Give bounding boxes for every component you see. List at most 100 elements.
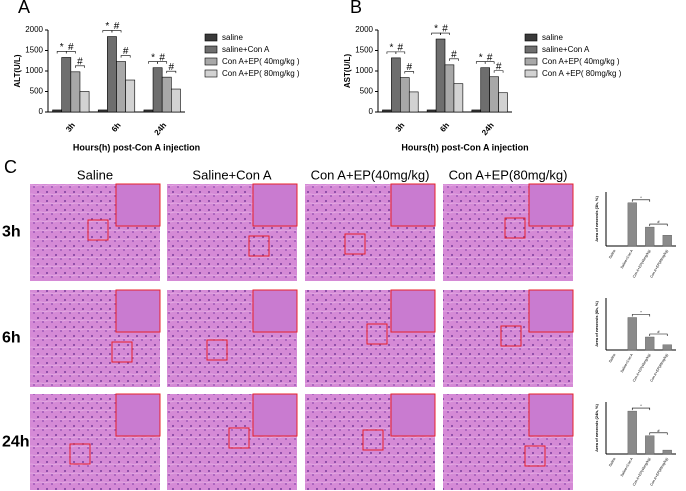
- significance-bracket: [649, 432, 668, 435]
- x-tick-label: Con A+EP(80mg/kg): [649, 249, 668, 279]
- y-tick-label: 1500: [355, 46, 373, 55]
- histology-inset: [390, 289, 436, 333]
- region-marker: [111, 341, 133, 363]
- x-tick-label: Con A+EP(40mg/kg): [632, 353, 651, 383]
- significance-bracket: [484, 61, 495, 64]
- legend-swatch: [204, 45, 218, 54]
- significance-bracket: [166, 70, 177, 74]
- significance-bracket: [157, 61, 168, 64]
- x-tick-label: Con A+EP(40mg/kg): [632, 249, 651, 279]
- x-tick-label: Saline+Con A: [620, 248, 634, 269]
- x-tick-label: Saline+Con A: [620, 352, 634, 373]
- column-header: Saline: [77, 167, 113, 182]
- bar: [152, 67, 163, 113]
- significance-mark: *: [640, 310, 642, 315]
- histology-inset: [115, 183, 161, 227]
- x-tick-label: 3h: [64, 121, 77, 134]
- histology-inset: [252, 289, 298, 333]
- y-tick-label: 1000: [25, 66, 43, 75]
- bar: [627, 410, 637, 455]
- legend-swatch: [204, 69, 218, 78]
- bar: [70, 71, 81, 113]
- significance-bracket: [493, 70, 504, 73]
- bar: [453, 83, 464, 113]
- row-label: 6h: [2, 330, 21, 347]
- region-marker: [500, 325, 522, 347]
- significance-mark: #: [169, 62, 175, 73]
- significance-mark: #: [487, 52, 493, 63]
- significance-mark: #: [451, 49, 457, 60]
- x-tick-label: Saline: [608, 353, 616, 363]
- bar: [125, 79, 136, 113]
- x-axis-label: Hours(h) post-Con A injection: [401, 142, 528, 152]
- x-tick-label: Saline+Con A: [620, 456, 634, 477]
- y-tick-label: 2000: [25, 25, 43, 34]
- bar: [400, 77, 410, 113]
- legend-label: saline+Con A: [542, 45, 590, 54]
- significance-mark: #: [159, 52, 165, 63]
- significance-mark: #: [442, 24, 448, 35]
- bar: [107, 36, 117, 113]
- legend-swatch: [524, 69, 538, 78]
- region-marker: [248, 235, 270, 257]
- x-tick-label: Con A+EP(80mg/kg): [649, 353, 668, 383]
- y-axis-label: Area of necrosis (3h, %): [594, 196, 599, 242]
- x-tick-label: Con A+EP(80mg/kg): [649, 457, 668, 487]
- bar: [97, 109, 108, 113]
- significance-bracket: [75, 65, 85, 68]
- legend-label: Con A+EP( 40mg/kg ): [222, 57, 300, 66]
- bar: [143, 109, 154, 113]
- region-marker: [206, 339, 228, 361]
- histology-inset: [252, 393, 298, 437]
- y-axis-label: Area of necrosis (6h, %): [594, 301, 599, 347]
- legend-label: Con A +EP( 80mg/kg ): [542, 69, 622, 78]
- region-marker: [87, 219, 109, 241]
- x-tick-label: Saline: [608, 457, 616, 467]
- y-tick-label: 1500: [25, 46, 43, 55]
- region-marker: [362, 429, 384, 451]
- significance-mark: #: [657, 219, 660, 224]
- bar: [52, 109, 62, 113]
- histology-inset: [528, 289, 574, 333]
- bar: [489, 76, 499, 113]
- x-tick-label: 6h: [110, 121, 123, 134]
- x-axis-label: Hours(h) post-Con A injection: [73, 142, 200, 152]
- bar: [662, 344, 672, 351]
- significance-bracket: [120, 55, 131, 58]
- bar: [382, 109, 392, 113]
- bar: [426, 109, 437, 113]
- significance-mark: *: [640, 403, 642, 408]
- significance-mark: #: [123, 46, 129, 57]
- x-tick-label: 24h: [480, 121, 496, 137]
- panel-label: B: [350, 0, 362, 17]
- histology-inset: [115, 289, 161, 333]
- bar: [116, 61, 126, 113]
- bar: [662, 234, 672, 247]
- legend-swatch: [524, 45, 538, 54]
- significance-mark: #: [68, 42, 74, 53]
- x-tick-label: 24h: [153, 121, 169, 137]
- significance-mark: #: [398, 43, 404, 54]
- row-label: 24h: [2, 434, 30, 451]
- region-marker: [504, 217, 526, 239]
- histology-inset: [390, 183, 436, 227]
- panel-label: C: [4, 157, 17, 177]
- legend-swatch: [524, 57, 538, 66]
- y-tick-label: 0: [369, 107, 374, 116]
- bar: [627, 317, 637, 351]
- significance-mark: #: [657, 329, 660, 334]
- region-marker: [69, 443, 91, 465]
- y-axis-label: Area of necrosis (24h, %): [594, 403, 599, 451]
- significance-bracket: [631, 314, 651, 317]
- significance-mark: *: [479, 52, 483, 63]
- bar: [408, 91, 419, 113]
- bar: [79, 91, 90, 113]
- significance-mark: #: [406, 62, 412, 73]
- region-marker: [366, 323, 388, 345]
- bar: [161, 76, 172, 113]
- significance-mark: *: [640, 195, 642, 200]
- region-marker: [524, 445, 546, 467]
- bar: [645, 226, 655, 247]
- y-tick-label: 500: [30, 87, 44, 96]
